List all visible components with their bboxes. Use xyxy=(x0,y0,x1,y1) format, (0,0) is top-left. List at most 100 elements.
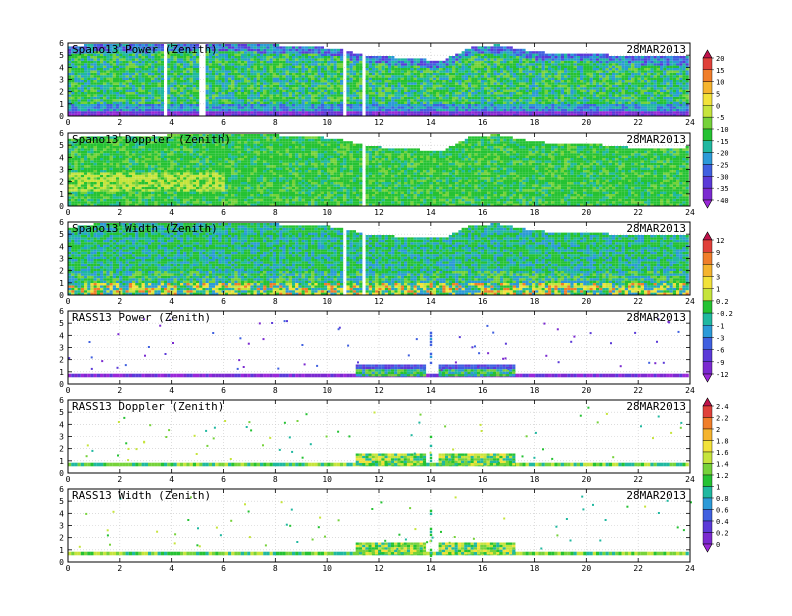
heatmap-cell xyxy=(350,70,353,72)
heatmap-cell xyxy=(193,78,196,80)
heatmap-cell xyxy=(103,97,106,99)
heatmap-cell xyxy=(548,102,551,104)
heatmap-cell xyxy=(391,75,394,77)
heatmap-cell xyxy=(106,92,109,94)
heatmap-cell xyxy=(583,73,586,75)
heatmap-cell xyxy=(506,85,509,87)
heatmap-cell xyxy=(446,90,449,92)
heatmap-cell xyxy=(487,99,490,101)
heatmap-cell xyxy=(548,58,551,60)
heatmap-cell xyxy=(276,44,279,46)
heatmap-cell xyxy=(244,73,247,75)
heatmap-cell xyxy=(430,63,433,65)
heatmap-cell xyxy=(295,51,298,53)
heatmap-cell xyxy=(110,85,113,87)
heatmap-cell xyxy=(122,80,125,82)
heatmap-cell xyxy=(321,73,324,75)
heatmap-cell xyxy=(151,109,154,111)
heatmap-cell xyxy=(532,51,535,53)
heatmap-cell xyxy=(494,92,497,94)
heatmap-cell xyxy=(570,85,573,87)
heatmap-cell xyxy=(542,82,545,84)
heatmap-cell xyxy=(654,63,657,65)
heatmap-cell xyxy=(577,87,580,89)
heatmap-cell xyxy=(583,85,586,87)
heatmap-cell xyxy=(279,94,282,96)
heatmap-cell xyxy=(433,99,436,101)
heatmap-cell xyxy=(116,70,119,72)
heatmap-cell xyxy=(177,73,180,75)
heatmap-cell xyxy=(503,109,506,111)
heatmap-cell xyxy=(510,78,513,80)
heatmap-cell xyxy=(506,109,509,111)
heatmap-cell xyxy=(254,56,257,58)
heatmap-cell xyxy=(519,61,522,63)
heatmap-cell xyxy=(625,92,628,94)
heatmap-cell xyxy=(110,61,113,63)
heatmap-cell xyxy=(305,109,308,111)
heatmap-cell xyxy=(225,80,228,82)
heatmap-cell xyxy=(452,90,455,92)
heatmap-cell xyxy=(126,82,129,84)
heatmap-cell xyxy=(110,106,113,108)
heatmap-cell xyxy=(378,85,381,87)
heatmap-cell xyxy=(154,111,157,113)
heatmap-cell xyxy=(337,97,340,99)
heatmap-cell xyxy=(375,78,378,80)
heatmap-cell xyxy=(190,92,193,94)
heatmap-cell xyxy=(385,73,388,75)
heatmap-cell xyxy=(526,97,529,99)
heatmap-cell xyxy=(106,109,109,111)
heatmap-cell xyxy=(154,66,157,68)
heatmap-cell xyxy=(129,70,132,72)
heatmap-cell xyxy=(138,58,141,60)
heatmap-cell xyxy=(340,104,343,106)
heatmap-cell xyxy=(359,61,362,63)
heatmap-cell xyxy=(314,104,317,106)
heatmap-cell xyxy=(346,70,349,72)
heatmap-cell xyxy=(286,51,289,53)
heatmap-cell xyxy=(593,58,596,60)
heatmap-cell xyxy=(638,87,641,89)
heatmap-cell xyxy=(270,111,273,113)
heatmap-cell xyxy=(369,80,372,82)
heatmap-cell xyxy=(186,102,189,104)
heatmap-cell xyxy=(359,73,362,75)
heatmap-cell xyxy=(442,82,445,84)
heatmap-cell xyxy=(215,111,218,113)
heatmap-cell xyxy=(340,87,343,89)
heatmap-cell xyxy=(570,73,573,75)
heatmap-cell xyxy=(135,80,138,82)
heatmap-cell xyxy=(590,68,593,70)
heatmap-cell xyxy=(465,51,468,53)
heatmap-cell xyxy=(519,54,522,56)
heatmap-cell xyxy=(129,73,132,75)
heatmap-cell xyxy=(94,90,97,92)
heatmap-cell xyxy=(78,87,81,89)
heatmap-cell xyxy=(538,56,541,58)
heatmap-cell xyxy=(174,92,177,94)
heatmap-cell xyxy=(638,85,641,87)
heatmap-cell xyxy=(481,51,484,53)
heatmap-cell xyxy=(209,68,212,70)
heatmap-cell xyxy=(193,85,196,87)
heatmap-cell xyxy=(346,56,349,58)
heatmap-cell xyxy=(158,70,161,72)
heatmap-cell xyxy=(250,54,253,56)
heatmap-cell xyxy=(570,106,573,108)
heatmap-cell xyxy=(292,75,295,77)
heatmap-cell xyxy=(135,73,138,75)
heatmap-cell xyxy=(446,111,449,113)
heatmap-cell xyxy=(471,111,474,113)
heatmap-cell xyxy=(113,94,116,96)
heatmap-cell xyxy=(500,46,503,48)
heatmap-cell xyxy=(602,80,605,82)
heatmap-cell xyxy=(372,109,375,111)
heatmap-cell xyxy=(378,102,381,104)
heatmap-cell xyxy=(580,104,583,106)
heatmap-cell xyxy=(433,102,436,104)
heatmap-cell xyxy=(110,92,113,94)
heatmap-cell xyxy=(442,70,445,72)
heatmap-cell xyxy=(292,97,295,99)
heatmap-cell xyxy=(298,54,301,56)
